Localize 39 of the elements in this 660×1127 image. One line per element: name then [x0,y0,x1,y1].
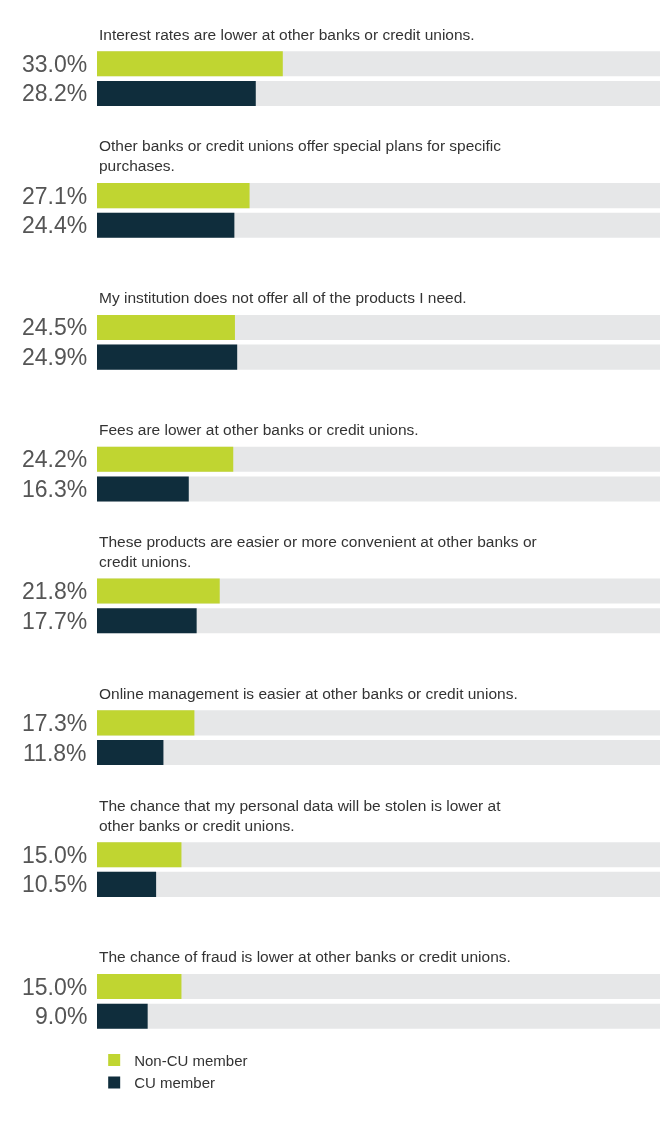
bar [97,974,182,1000]
y-tick-label: Online management is easier at other banks or credit unions. [99,685,518,702]
bar [97,344,238,370]
data-label: 33.0% [22,51,88,77]
bar [97,608,197,634]
data-label: 21.8% [22,578,88,604]
bar [97,476,189,502]
data-label: 11.8% [23,740,87,766]
data-label: 17.7% [22,608,88,634]
data-label: 15.0% [22,974,88,1000]
y-tick-label: The chance of fraud is lower at other banks or credit unions. [99,948,511,965]
data-label: 24.5% [22,314,88,340]
y-tick-label: Fees are lower at other banks or credit unions. [99,421,419,438]
legend-label: CU member [134,1074,216,1092]
y-tick-label: These products are easier or more convenient at other banks or credit unions. [99,533,537,571]
bar [97,578,220,604]
data-label: 16.3% [22,476,88,502]
bar [97,710,195,736]
data-label: 24.2% [22,446,88,472]
y-tick-label: My institution does not offer all of the products I need. [99,289,467,306]
data-label: 15.0% [22,842,88,868]
y-tick-label: Other banks or credit unions offer special plans for specific purchases. [99,137,502,175]
data-label: 9.0% [35,1003,88,1029]
y-tick-label: The chance that my personal data will be stolen is lower at other banks or credit unions. [99,797,502,835]
bar [97,740,164,766]
bar [97,871,157,897]
bar [97,212,235,238]
bar [97,842,182,868]
bar [97,446,234,472]
data-label: 28.2% [22,80,88,106]
bar [97,314,235,340]
legend-label: Non-CU member [134,1051,248,1069]
data-label: 24.4% [22,212,88,238]
data-label: 17.3% [22,710,88,736]
data-label: 24.9% [22,344,88,370]
data-label: 10.5% [22,871,88,897]
data-label: 27.1% [22,183,88,209]
bar [97,1003,148,1029]
y-tick-label: Interest rates are lower at other banks or credit unions. [99,26,475,43]
